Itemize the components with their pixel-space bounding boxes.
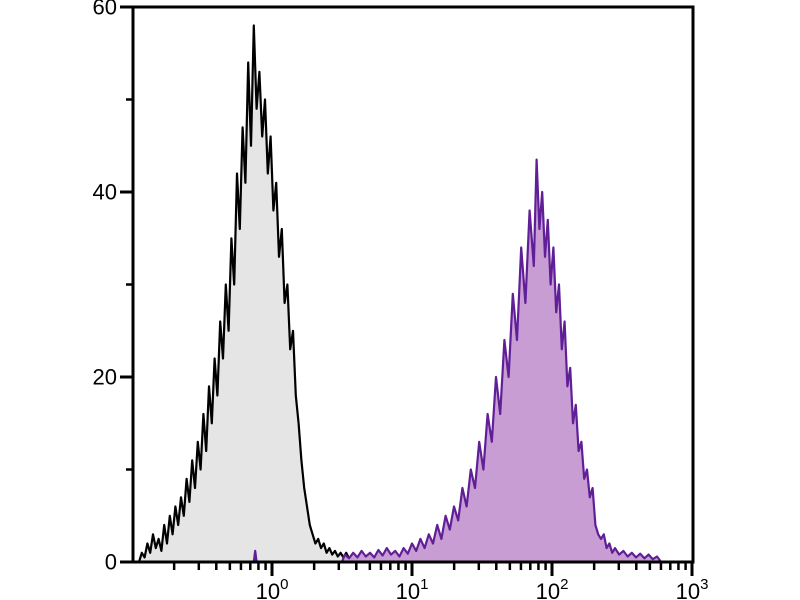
- y-tick-label: 0: [105, 550, 117, 575]
- x-tick-label: 103: [676, 576, 709, 600]
- y-tick-label: 20: [93, 365, 117, 390]
- x-tick-exponent: 2: [560, 576, 568, 593]
- x-tick-exponent: 3: [700, 576, 708, 593]
- x-tick-label: 102: [536, 576, 569, 600]
- stained-sample-histogram-area: [252, 158, 663, 564]
- x-tick-exponent: 0: [280, 576, 288, 593]
- negative-control-histogram-area: [137, 24, 383, 564]
- x-tick-label: 101: [396, 576, 429, 600]
- x-tick-exponent: 1: [420, 576, 428, 593]
- x-tick-label: 100: [256, 576, 289, 600]
- y-tick-label: 40: [93, 180, 117, 205]
- y-tick-label: 60: [93, 0, 117, 20]
